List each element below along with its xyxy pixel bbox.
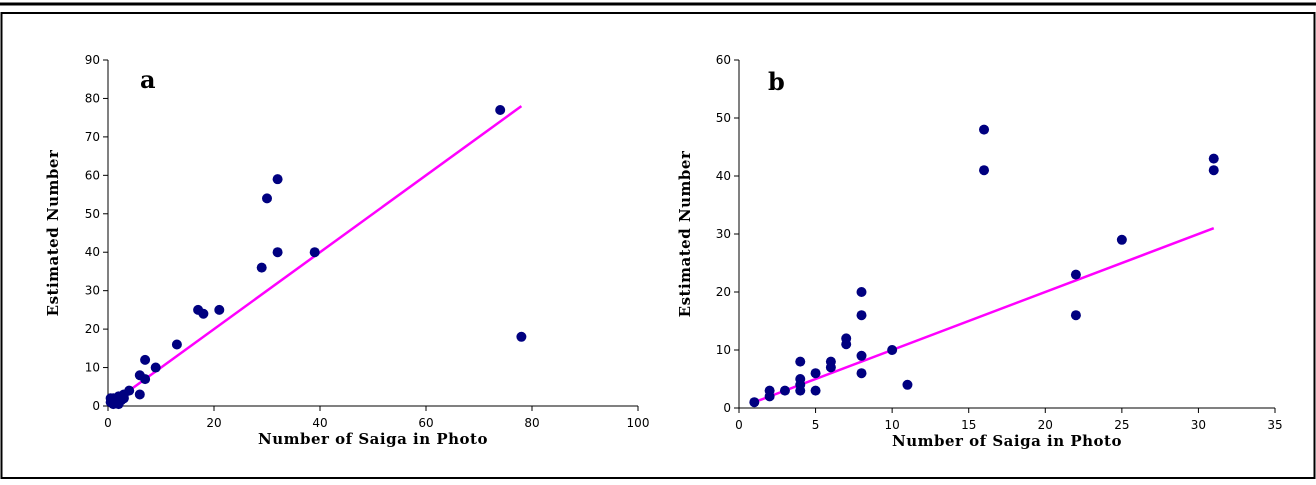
- x-tick-label: 35: [1267, 418, 1282, 432]
- y-tick-label: 10: [85, 361, 100, 375]
- y-tick-label: 50: [85, 207, 100, 221]
- y-tick-label: 0: [92, 399, 100, 413]
- data-point: [1208, 165, 1219, 176]
- data-point: [810, 385, 821, 396]
- y-tick-label: 20: [716, 285, 731, 299]
- data-point: [1070, 269, 1081, 280]
- data-point: [495, 104, 506, 115]
- data-point: [1070, 310, 1081, 321]
- y-axis-title: Estimated Number: [676, 150, 694, 317]
- data-point: [1116, 234, 1127, 245]
- data-point: [198, 308, 209, 319]
- y-tick-label: 20: [85, 322, 100, 336]
- data-point: [979, 165, 990, 176]
- y-tick-label: 40: [716, 169, 731, 183]
- x-tick-label: 40: [312, 416, 327, 430]
- trend-line: [753, 227, 1215, 404]
- x-tick-label: 0: [104, 416, 112, 430]
- x-tick-label: 0: [735, 418, 743, 432]
- x-tick-label: 20: [206, 416, 221, 430]
- y-tick-label: 30: [716, 227, 731, 241]
- data-point: [856, 368, 867, 379]
- x-axis-title: Number of Saiga in Photo: [892, 432, 1122, 450]
- y-tick-label: 80: [85, 91, 100, 105]
- x-tick-label: 15: [961, 418, 976, 432]
- y-tick-label: 50: [716, 111, 731, 125]
- data-point: [902, 379, 913, 390]
- y-tick-label: 0: [723, 401, 731, 415]
- data-point: [516, 331, 527, 342]
- x-tick-label: 80: [524, 416, 539, 430]
- data-point: [171, 339, 182, 350]
- data-point: [150, 362, 161, 373]
- data-point: [262, 193, 272, 204]
- data-point: [256, 262, 267, 273]
- y-tick-label: 90: [85, 53, 100, 67]
- data-point: [825, 356, 836, 367]
- x-tick-label: 25: [1114, 418, 1129, 432]
- y-tick-label: 30: [85, 284, 100, 298]
- x-tick-label: 5: [812, 418, 820, 432]
- data-point: [272, 247, 283, 258]
- data-point: [795, 356, 806, 367]
- x-axis-title: Number of Saiga in Photo: [258, 430, 488, 448]
- data-point: [810, 368, 821, 379]
- x-tick-label: 100: [627, 416, 650, 430]
- data-point: [309, 247, 320, 258]
- data-point: [779, 385, 790, 396]
- data-point: [124, 385, 135, 396]
- x-tick-label: 20: [1038, 418, 1053, 432]
- data-point: [979, 124, 990, 135]
- y-tick-label: 60: [716, 53, 731, 67]
- y-axis-title: Estimated Number: [44, 149, 62, 316]
- data-point: [764, 385, 775, 396]
- data-point: [272, 174, 283, 185]
- data-point: [856, 310, 867, 321]
- y-tick-label: 10: [716, 343, 731, 357]
- data-point: [795, 374, 806, 384]
- panel-label: a: [140, 65, 156, 94]
- data-point: [214, 304, 225, 315]
- y-tick-label: 40: [85, 245, 100, 259]
- data-point: [134, 389, 145, 400]
- y-tick-label: 60: [85, 168, 100, 182]
- data-point: [841, 333, 852, 344]
- x-tick-label: 10: [885, 418, 900, 432]
- data-point: [749, 397, 760, 408]
- x-tick-label: 30: [1191, 418, 1206, 432]
- data-point: [856, 350, 867, 361]
- chart-panel-b: 0 10 20 30 40 50 60 0 5 10 15 20 25 30 35 b Number of Sa…: [676, 53, 1283, 450]
- data-point: [1208, 153, 1219, 164]
- data-point: [887, 345, 898, 355]
- x-tick-label: 60: [418, 416, 433, 430]
- data-point: [140, 374, 151, 385]
- chart-panel-a: 0 10 20 30 40 50 60 70 80 90 0 20 40 60 80 100 a Number o…: [44, 53, 649, 448]
- y-tick-label: 70: [85, 130, 100, 144]
- data-point: [856, 287, 867, 297]
- data-point: [140, 354, 151, 365]
- panel-label: b: [768, 67, 785, 96]
- figure-border: [0, 12, 1316, 479]
